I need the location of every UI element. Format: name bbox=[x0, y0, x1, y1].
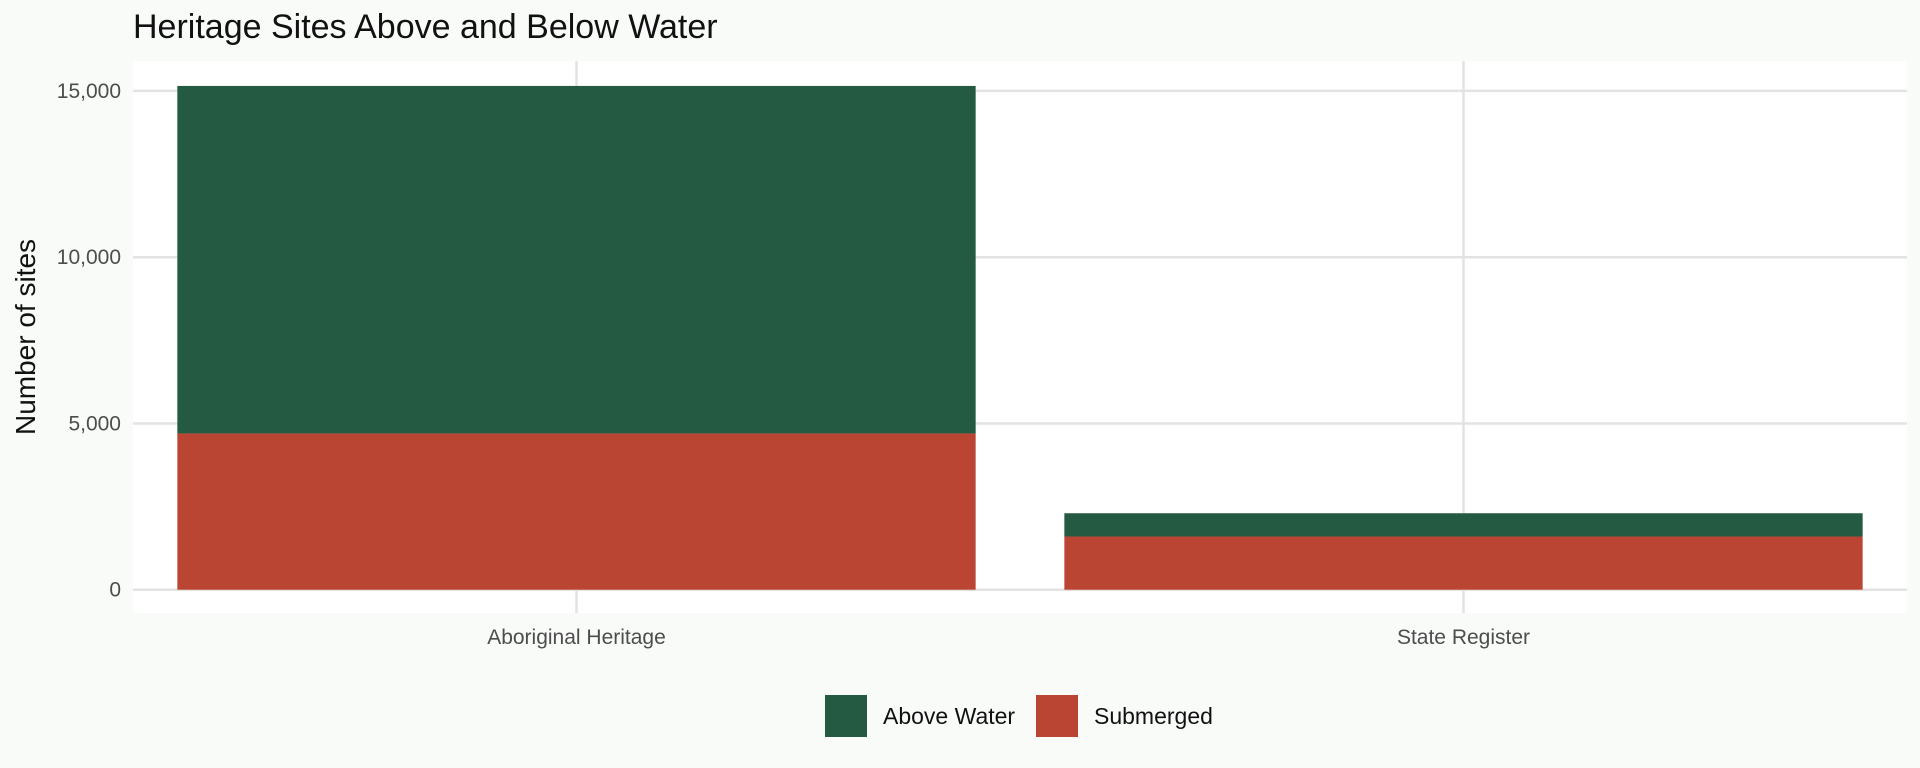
legend-swatch-above-water bbox=[825, 695, 867, 737]
y-tick-label: 0 bbox=[109, 579, 121, 602]
legend: Above Water Submerged bbox=[825, 695, 1213, 737]
legend-label-submerged: Submerged bbox=[1094, 703, 1213, 729]
bars bbox=[177, 85, 1863, 590]
bar-above-water bbox=[1064, 513, 1863, 537]
bar-above-water bbox=[177, 85, 976, 434]
axis-ticks: 0 5,000 10,000 15,000 Aboriginal Heritage Sta… bbox=[57, 80, 1530, 649]
chart-title: Heritage Sites Above and Below Water bbox=[133, 8, 718, 46]
y-axis-label: Number of sites bbox=[10, 239, 41, 435]
y-tick-label: 15,000 bbox=[57, 80, 121, 103]
y-tick-label: 5,000 bbox=[68, 412, 121, 435]
legend-swatch-submerged bbox=[1036, 695, 1078, 737]
legend-label-above-water: Above Water bbox=[883, 703, 1015, 729]
x-tick-label: Aboriginal Heritage bbox=[487, 626, 666, 649]
y-tick-label: 10,000 bbox=[57, 246, 121, 269]
x-tick-label: State Register bbox=[1397, 626, 1530, 649]
bar-submerged bbox=[1064, 536, 1863, 590]
bar-submerged bbox=[177, 433, 976, 590]
